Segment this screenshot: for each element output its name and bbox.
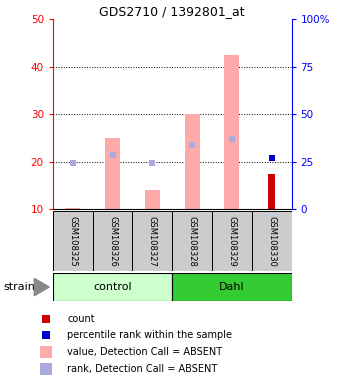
- Bar: [93, 211, 132, 271]
- Text: GSM108330: GSM108330: [267, 215, 276, 266]
- Bar: [132, 211, 172, 271]
- Polygon shape: [34, 278, 49, 296]
- Text: Dahl: Dahl: [219, 282, 245, 292]
- Text: GSM108327: GSM108327: [148, 215, 157, 266]
- Text: GSM108325: GSM108325: [68, 215, 77, 266]
- Text: value, Detection Call = ABSENT: value, Detection Call = ABSENT: [67, 347, 222, 357]
- Text: GSM108328: GSM108328: [188, 215, 197, 266]
- Bar: [145, 190, 160, 209]
- Title: GDS2710 / 1392801_at: GDS2710 / 1392801_at: [99, 5, 245, 18]
- Bar: [224, 55, 239, 209]
- Text: count: count: [67, 314, 95, 324]
- Bar: [212, 211, 252, 271]
- Bar: [172, 211, 212, 271]
- Bar: [184, 114, 200, 209]
- Text: control: control: [93, 282, 132, 292]
- Bar: [53, 211, 93, 271]
- Bar: [172, 273, 292, 301]
- Text: strain: strain: [3, 282, 35, 292]
- Text: GSM108326: GSM108326: [108, 215, 117, 266]
- Bar: [268, 174, 275, 209]
- Text: percentile rank within the sample: percentile rank within the sample: [67, 330, 232, 340]
- Bar: [252, 211, 292, 271]
- Text: GSM108329: GSM108329: [227, 215, 236, 266]
- Text: rank, Detection Call = ABSENT: rank, Detection Call = ABSENT: [67, 364, 217, 374]
- Bar: [105, 138, 120, 209]
- Bar: [53, 273, 172, 301]
